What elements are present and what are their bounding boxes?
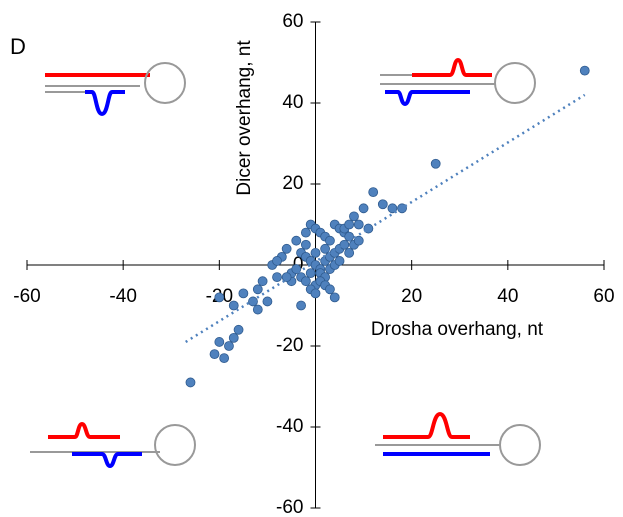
point	[334, 256, 345, 266]
point	[281, 243, 292, 254]
point	[305, 268, 316, 279]
point	[291, 235, 302, 246]
y-tick-label: -40	[276, 416, 303, 437]
point	[238, 288, 249, 299]
x-tick-label: -40	[109, 286, 136, 307]
point	[252, 304, 263, 315]
y-tick-label: -20	[276, 335, 303, 356]
point	[325, 284, 335, 295]
x-tick-label: 40	[497, 286, 518, 307]
x-tick-label: -60	[13, 286, 40, 307]
point	[368, 187, 379, 198]
y-axis-label: Dicer overhang, nt	[234, 40, 255, 196]
y-tick-label: 40	[282, 92, 303, 113]
point	[209, 349, 220, 360]
point	[344, 247, 355, 258]
point	[310, 288, 321, 299]
point	[228, 332, 239, 343]
y-tick-label: 60	[282, 11, 303, 32]
point	[300, 276, 311, 287]
point	[344, 219, 355, 230]
point	[349, 211, 359, 222]
hairpin-icon	[45, 62, 186, 117]
hairpin-icon	[380, 57, 536, 107]
trendline	[185, 93, 586, 344]
point	[358, 203, 369, 214]
point	[353, 219, 364, 230]
point	[219, 353, 230, 364]
point	[214, 292, 225, 303]
point	[272, 256, 282, 266]
point	[262, 296, 273, 307]
point	[320, 243, 331, 254]
x-tick-label: 60	[593, 286, 614, 307]
y-tick-label: 0	[293, 254, 304, 275]
x-tick-label: 20	[401, 286, 422, 307]
point	[387, 203, 398, 214]
point	[185, 377, 196, 388]
point	[397, 203, 407, 214]
hairpin-icon	[375, 411, 541, 466]
point	[257, 276, 268, 287]
point	[228, 300, 239, 311]
point	[325, 235, 335, 246]
point	[214, 337, 225, 347]
point	[579, 65, 590, 76]
point	[329, 292, 340, 303]
point	[353, 235, 364, 246]
point	[272, 272, 282, 283]
y-tick-label: -60	[276, 497, 303, 517]
point	[300, 227, 311, 238]
point	[224, 341, 234, 351]
point	[252, 284, 263, 295]
panel-label: D	[10, 34, 26, 59]
point	[377, 199, 388, 210]
point	[233, 324, 244, 335]
x-axis-label: Drosha overhang, nt	[371, 319, 544, 340]
point	[310, 247, 321, 258]
point	[296, 300, 306, 311]
point	[430, 158, 441, 169]
hairpin-icon	[30, 421, 196, 469]
y-tick-label: 20	[282, 173, 303, 194]
point	[300, 239, 311, 250]
